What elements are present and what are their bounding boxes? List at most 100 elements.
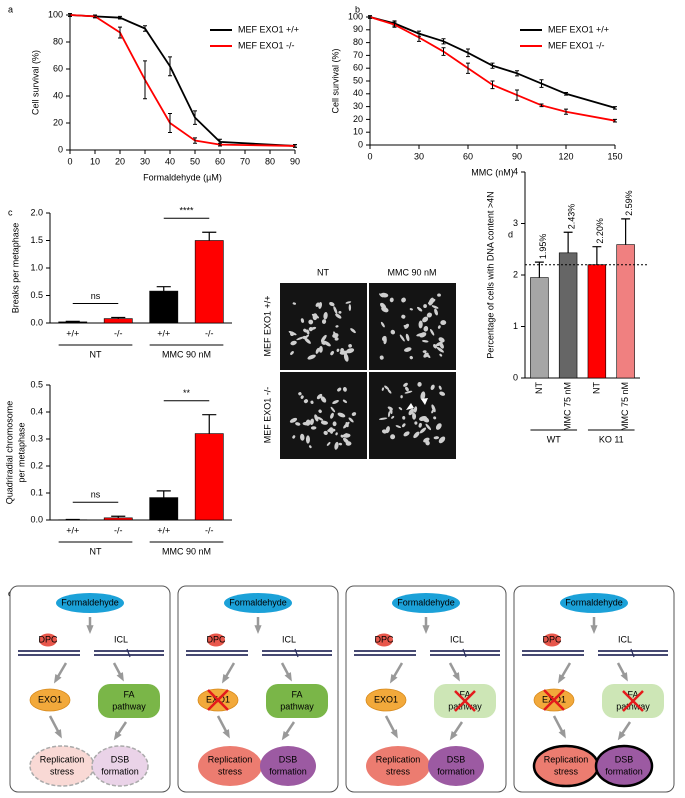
chromosome <box>408 408 415 416</box>
chromosome <box>433 416 437 420</box>
group-label: MMC 90 nM <box>162 546 211 556</box>
chromosome <box>308 327 313 332</box>
cross <box>207 689 229 711</box>
chromosome <box>348 417 354 423</box>
outcome-label: Replication <box>376 754 421 764</box>
error-bar <box>466 62 470 74</box>
y-tick-label: 0 <box>513 372 518 382</box>
inducer <box>392 593 460 613</box>
x-tick-label: 70 <box>240 156 250 166</box>
series-line <box>369 16 616 109</box>
error-bar <box>156 490 171 498</box>
dpc-label: DPC <box>374 634 394 644</box>
chromosome <box>435 423 442 430</box>
error-bar <box>218 142 222 147</box>
x-tick-label: +/+ <box>66 525 79 535</box>
y-tick-label: 0 <box>358 139 363 149</box>
value-label: 1.95% <box>538 234 548 260</box>
chromosome <box>328 427 334 432</box>
outcome-label: stress <box>50 766 75 776</box>
outcome-dsb <box>594 744 654 788</box>
arrow-head <box>590 625 598 634</box>
exo1 <box>29 688 71 712</box>
x-tick-label: -/- <box>205 328 214 338</box>
error-bar <box>563 231 573 253</box>
chromosome <box>308 319 314 325</box>
panel-label: a <box>8 4 13 14</box>
arrow-head <box>422 625 430 634</box>
chromosome <box>399 334 405 342</box>
group-label: WT <box>547 434 561 444</box>
y-tick-label: 60 <box>53 63 63 73</box>
y-axis-label: per metaphase <box>16 422 26 482</box>
legend-label: MEF EXO1 +/+ <box>548 24 609 34</box>
chromosome <box>335 325 339 328</box>
fa-pathway <box>98 684 160 718</box>
chromosome <box>380 321 385 328</box>
inducer-label: Formaldehyde <box>565 597 623 607</box>
arrow-head <box>281 731 290 741</box>
chromosome <box>438 385 442 390</box>
arrow-head <box>222 729 230 739</box>
x-tick-label: +/+ <box>66 328 79 338</box>
chromosome <box>317 416 324 421</box>
chromosome <box>417 306 423 312</box>
chromosome <box>387 406 393 411</box>
chromosome <box>429 328 435 336</box>
group-label: NT <box>90 349 102 359</box>
chromosome <box>438 337 445 343</box>
value-label: 2.43% <box>567 204 577 230</box>
error-bar <box>417 33 421 42</box>
error-bar <box>613 106 617 110</box>
chromosome <box>403 382 408 387</box>
y-tick-label: 1.5 <box>30 235 43 245</box>
chromosome <box>404 390 413 394</box>
crosslink <box>462 648 467 658</box>
chromosome <box>423 352 429 358</box>
chromosome <box>402 415 406 420</box>
outcome-label: DSB <box>615 754 634 764</box>
y-tick-label: 30 <box>353 101 363 111</box>
error-bar <box>564 108 568 115</box>
error-bar <box>592 246 602 265</box>
y-tick-label: 0.3 <box>30 433 43 443</box>
chromosome <box>342 399 347 403</box>
arrow-head <box>449 731 458 741</box>
chromosome <box>378 417 388 420</box>
x-tick-label: 90 <box>290 156 300 166</box>
chromosome <box>326 441 331 446</box>
y-tick-label: 0.1 <box>30 487 43 497</box>
arrow-head <box>452 672 460 682</box>
y-tick-label: 2.0 <box>30 207 43 217</box>
y-tick-label: 70 <box>353 50 363 60</box>
exo1 <box>365 688 407 712</box>
chromosome <box>308 445 312 449</box>
x-tick-label: 60 <box>215 156 225 166</box>
arrow-head <box>254 625 262 634</box>
chromosome <box>303 328 308 333</box>
error-bar <box>534 261 544 278</box>
outcome-label: Replication <box>40 754 85 764</box>
arrow-head <box>221 674 230 684</box>
chromosome <box>318 409 322 414</box>
inducer-label: Formaldehyde <box>397 597 455 607</box>
micrograph-tile <box>280 283 367 370</box>
y-axis-label: Quadriradial chromosome <box>4 401 14 505</box>
chromosome <box>330 406 336 413</box>
error-bar <box>156 286 171 292</box>
chromosome <box>344 433 349 438</box>
fa-pathway <box>266 684 328 718</box>
crosslink <box>630 648 635 658</box>
chromosome <box>403 324 408 328</box>
x-axis-label: Formaldehyde (µM) <box>143 172 222 182</box>
chromosome <box>433 344 438 349</box>
error-bar <box>441 47 446 56</box>
legend-label: MEF EXO1 -/- <box>238 40 295 50</box>
chromosome <box>426 312 432 318</box>
outcome-dsb <box>91 745 149 787</box>
x-tick-label: -/- <box>114 525 123 535</box>
chromosome <box>337 412 346 418</box>
chromosome <box>405 386 409 392</box>
inducer <box>56 593 124 613</box>
chromosome <box>340 434 344 438</box>
